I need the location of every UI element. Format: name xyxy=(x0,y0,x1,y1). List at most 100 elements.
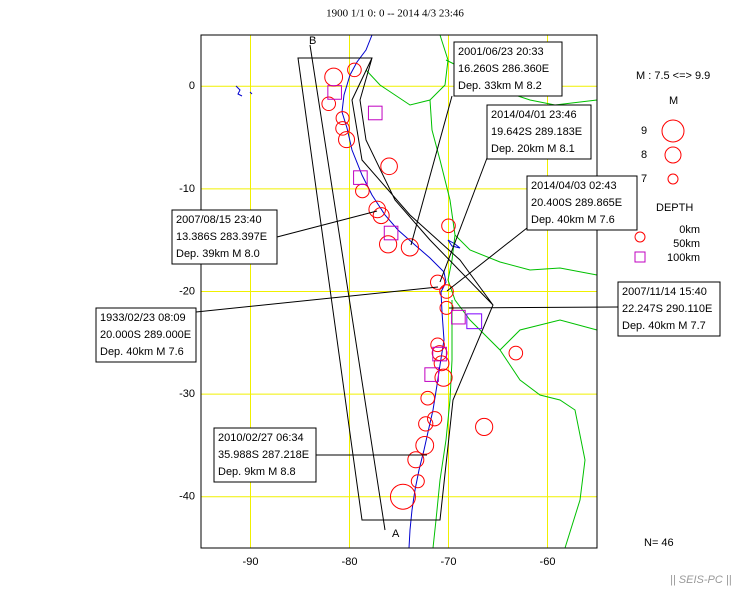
event-marker xyxy=(427,411,443,427)
y-tick-label: -10 xyxy=(179,183,195,195)
event-marker xyxy=(410,474,425,489)
callout-location: 16.260S 286.360E xyxy=(458,63,549,75)
map-frame xyxy=(200,34,598,549)
callout-leader xyxy=(195,286,439,313)
event-marker xyxy=(367,105,383,121)
callout-box xyxy=(486,104,592,160)
y-tick-label: -30 xyxy=(179,388,195,400)
legend-magnitude: 8 xyxy=(641,149,647,161)
event-marker xyxy=(347,62,362,78)
callout: 1933/02/23 08:09 20.000S 289.000E Dep. 40k… xyxy=(95,286,439,363)
legend-magnitude: 9 xyxy=(641,125,647,137)
event-marker xyxy=(475,417,494,437)
callout-date: 2007/08/15 23:40 xyxy=(176,214,262,226)
event-marker xyxy=(430,274,446,290)
events xyxy=(321,62,524,510)
callout-detail: Dep. 9km M 8.8 xyxy=(218,466,296,478)
callout-leader xyxy=(439,157,488,283)
watermark: || SEIS-PC || xyxy=(670,574,732,586)
event-marker xyxy=(466,313,483,330)
callout-detail: Dep. 40km M 7.6 xyxy=(100,346,184,358)
event-count: N= 46 xyxy=(644,537,674,549)
legend-magnitude: 7 xyxy=(641,173,647,185)
event-marker xyxy=(321,96,337,112)
region-label: A xyxy=(392,528,400,540)
callouts: 2001/06/23 20:33 16.260S 286.360E Dep. 33k… xyxy=(95,41,721,483)
callout: 2007/08/15 23:40 13.386S 283.397E Dep. 39k… xyxy=(171,209,378,265)
callout: 2014/04/01 23:46 19.642S 289.183E Dep. 20k… xyxy=(439,104,592,283)
event-marker xyxy=(389,483,416,510)
event-marker xyxy=(383,225,399,241)
legend-m-title: M xyxy=(669,95,678,107)
callout-detail: Dep. 40km M 7.6 xyxy=(531,214,615,226)
callout-location: 19.642S 289.183E xyxy=(491,126,582,138)
callout-leader xyxy=(410,95,453,246)
event-marker xyxy=(415,436,435,455)
legend-depth-marker xyxy=(634,251,646,263)
callout-box xyxy=(213,427,317,483)
event-marker xyxy=(420,390,436,406)
event-marker xyxy=(355,183,370,199)
callout-date: 2010/02/27 06:34 xyxy=(218,432,304,444)
callout-box xyxy=(526,175,638,231)
y-tick-label: 0 xyxy=(189,80,195,92)
y-tick-label: -20 xyxy=(179,285,195,297)
event-marker xyxy=(338,131,356,149)
x-tick-label: -90 xyxy=(243,556,259,568)
title: 1900 1/1 0: 0 -- 2014 4/3 23:46 xyxy=(326,8,464,20)
callout: 2014/04/03 02:43 20.400S 289.865E Dep. 40k… xyxy=(446,175,638,292)
event-marker xyxy=(335,111,350,126)
event-marker xyxy=(335,121,350,136)
legend-depth-marker xyxy=(634,231,646,243)
callout-location: 22.247S 290.110E xyxy=(622,303,712,315)
callout-detail: Dep. 20km M 8.1 xyxy=(491,143,575,155)
callout: 2001/06/23 20:33 16.260S 286.360E Dep. 33k… xyxy=(410,41,563,246)
event-marker xyxy=(424,367,439,382)
event-marker xyxy=(451,309,466,325)
callout-detail: Dep. 33km M 8.2 xyxy=(458,80,542,92)
callout-box xyxy=(617,281,721,337)
legend-magnitude-marker xyxy=(661,119,685,143)
callout-location: 20.400S 289.865E xyxy=(531,197,622,209)
event-marker xyxy=(508,345,524,361)
callout: 2007/11/14 15:40 22.247S 290.110E Dep. 40k… xyxy=(448,281,721,337)
event-marker xyxy=(407,451,425,469)
event-marker xyxy=(353,170,368,185)
callout-detail: Dep. 39km M 8.0 xyxy=(176,248,260,260)
event-marker xyxy=(430,337,445,353)
callout-box xyxy=(171,209,278,265)
callout-date: 1933/02/23 08:09 xyxy=(100,312,186,324)
event-marker xyxy=(439,284,454,299)
event-marker xyxy=(324,67,344,87)
region-outline xyxy=(297,44,494,531)
callout-leader xyxy=(276,210,378,238)
island xyxy=(235,85,253,97)
legend-depth: 100km xyxy=(667,252,700,264)
callout-date: 2001/06/23 20:33 xyxy=(458,46,544,58)
event-marker xyxy=(433,355,450,372)
event-marker xyxy=(432,346,447,362)
region-label: B xyxy=(309,35,316,47)
callout-location: 13.386S 283.397E xyxy=(176,231,267,243)
callout-date: 2007/11/14 15:40 xyxy=(622,286,707,298)
legend-depth-title: DEPTH xyxy=(656,202,693,214)
callout-leader xyxy=(448,306,619,309)
event-marker xyxy=(327,85,342,100)
callout-detail: Dep. 40km M 7.7 xyxy=(622,320,706,332)
callout-date: 2014/04/03 02:43 xyxy=(531,180,617,192)
event-marker xyxy=(379,235,398,254)
legend-magnitude-marker xyxy=(667,173,679,185)
event-marker xyxy=(441,218,456,234)
callout-box xyxy=(453,41,563,97)
event-marker xyxy=(431,345,448,361)
event-marker xyxy=(400,238,419,257)
event-marker xyxy=(434,368,453,387)
y-tick-label: -40 xyxy=(179,491,195,503)
legend-depth: 0km xyxy=(679,224,700,236)
callout-box xyxy=(95,307,197,363)
x-tick-label: -60 xyxy=(540,556,556,568)
event-marker xyxy=(380,157,398,176)
event-marker xyxy=(418,416,434,432)
callout-location: 20.000S 289.000E xyxy=(100,329,191,341)
